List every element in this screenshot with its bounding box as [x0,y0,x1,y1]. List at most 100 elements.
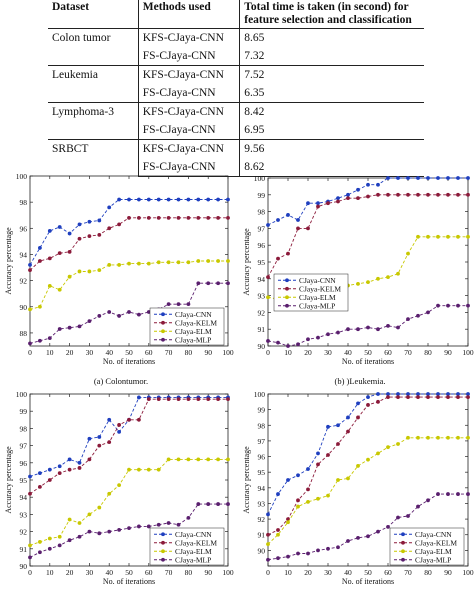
data-point [396,192,400,197]
y-tick-label: 88 [20,329,28,338]
data-point [57,464,62,469]
data-point [296,504,300,509]
data-point [156,260,161,265]
series-line-1 [267,396,468,536]
data-point [196,397,201,402]
method-cell: KFS-CJaya-CNN [138,65,241,84]
data-point [226,259,230,263]
data-point [446,303,450,308]
time-cell: 7.32 [244,50,265,62]
data-point [336,545,340,550]
data-point [196,215,201,220]
data-point [266,339,270,343]
y-tick-label: 91 [258,531,266,540]
data-point [156,522,161,527]
data-point [276,218,280,222]
series-line-0 [267,393,468,515]
data-point [77,269,82,274]
data-point [316,451,320,456]
data-point [196,259,201,263]
data-point [346,192,350,197]
x-tick-label: 40 [344,348,352,357]
data-point [38,484,42,489]
data-point [456,392,460,396]
data-point [206,502,211,506]
data-point [286,213,290,217]
legend-label: CJaya-ELM [175,327,212,336]
data-point [276,492,280,496]
dataset-cell: SRBCT [48,139,139,177]
y-tick-label: 90 [258,546,266,555]
data-point [216,457,221,462]
y-axis-label: Accuracy percentage [4,227,13,295]
data-point [38,540,42,544]
y-tick-label: 95 [258,468,266,477]
data-point [426,310,430,315]
data-point [57,287,62,292]
x-tick-label: 90 [444,568,452,577]
x-tick-label: 80 [424,568,432,577]
data-point [146,261,151,266]
data-point [206,197,211,202]
data-point [316,335,320,340]
data-point [456,395,460,400]
legend-label: CJaya-ELM [415,547,452,556]
legend-swatch-marker [401,540,405,545]
data-point [67,457,72,462]
data-point [87,234,92,239]
data-point [97,232,102,237]
y-tick-label: 95 [20,476,28,485]
legend-label: CJaya-CNN [415,530,452,539]
data-point [38,246,42,250]
y-tick-label: 97 [258,437,266,446]
data-point [226,457,230,462]
data-point [266,275,270,280]
method-cell: KFS-CJaya-CNN [138,139,241,158]
method-cell: KFS-CJaya-CNN [138,102,241,121]
data-point [146,197,151,202]
legend-swatch-marker [161,337,165,342]
data-point [87,436,92,441]
data-point [346,415,350,420]
x-tick-label: 0 [266,568,270,577]
data-point [137,524,141,529]
y-tick-label: 93 [20,510,28,519]
y-tick-label: 97 [258,224,266,233]
x-tick-label: 60 [384,348,392,357]
legend-swatch-marker [285,286,289,291]
y-tick-label: 97 [20,442,28,451]
data-point [196,197,201,202]
data-point [296,226,300,231]
data-point [206,259,211,263]
data-point [296,342,300,347]
legend-swatch-marker [161,549,165,554]
dataset-cell: Leukemia [48,65,139,103]
data-point [57,327,62,331]
x-tick-label: 90 [444,348,452,357]
data-point [97,314,102,318]
series-line-3 [29,282,228,344]
data-point [456,435,460,440]
data-point [28,543,32,548]
legend-swatch-marker [161,540,165,545]
legend-label: CJaya-ELM [299,293,336,302]
y-tick-label: 91 [258,325,266,334]
data-point [196,281,201,286]
data-point [77,466,82,470]
data-point [346,539,350,543]
data-point [356,187,360,192]
y-tick-label: 100 [254,174,266,183]
x-tick-label: 30 [324,348,332,357]
chart-panel-0: 88 90 92 94 96 98 100 0 10 20 30 40 50 60 70 80 90 100 No.… [4,172,234,386]
legend-swatch-marker [401,549,405,554]
data-point [426,395,430,400]
data-point [216,502,221,506]
data-point [366,395,370,400]
data-point [276,340,280,345]
legend-label: CJaya-MLP [175,336,211,345]
data-point [326,332,330,337]
data-point [436,303,440,308]
data-point [356,281,360,286]
data-point [28,307,32,312]
